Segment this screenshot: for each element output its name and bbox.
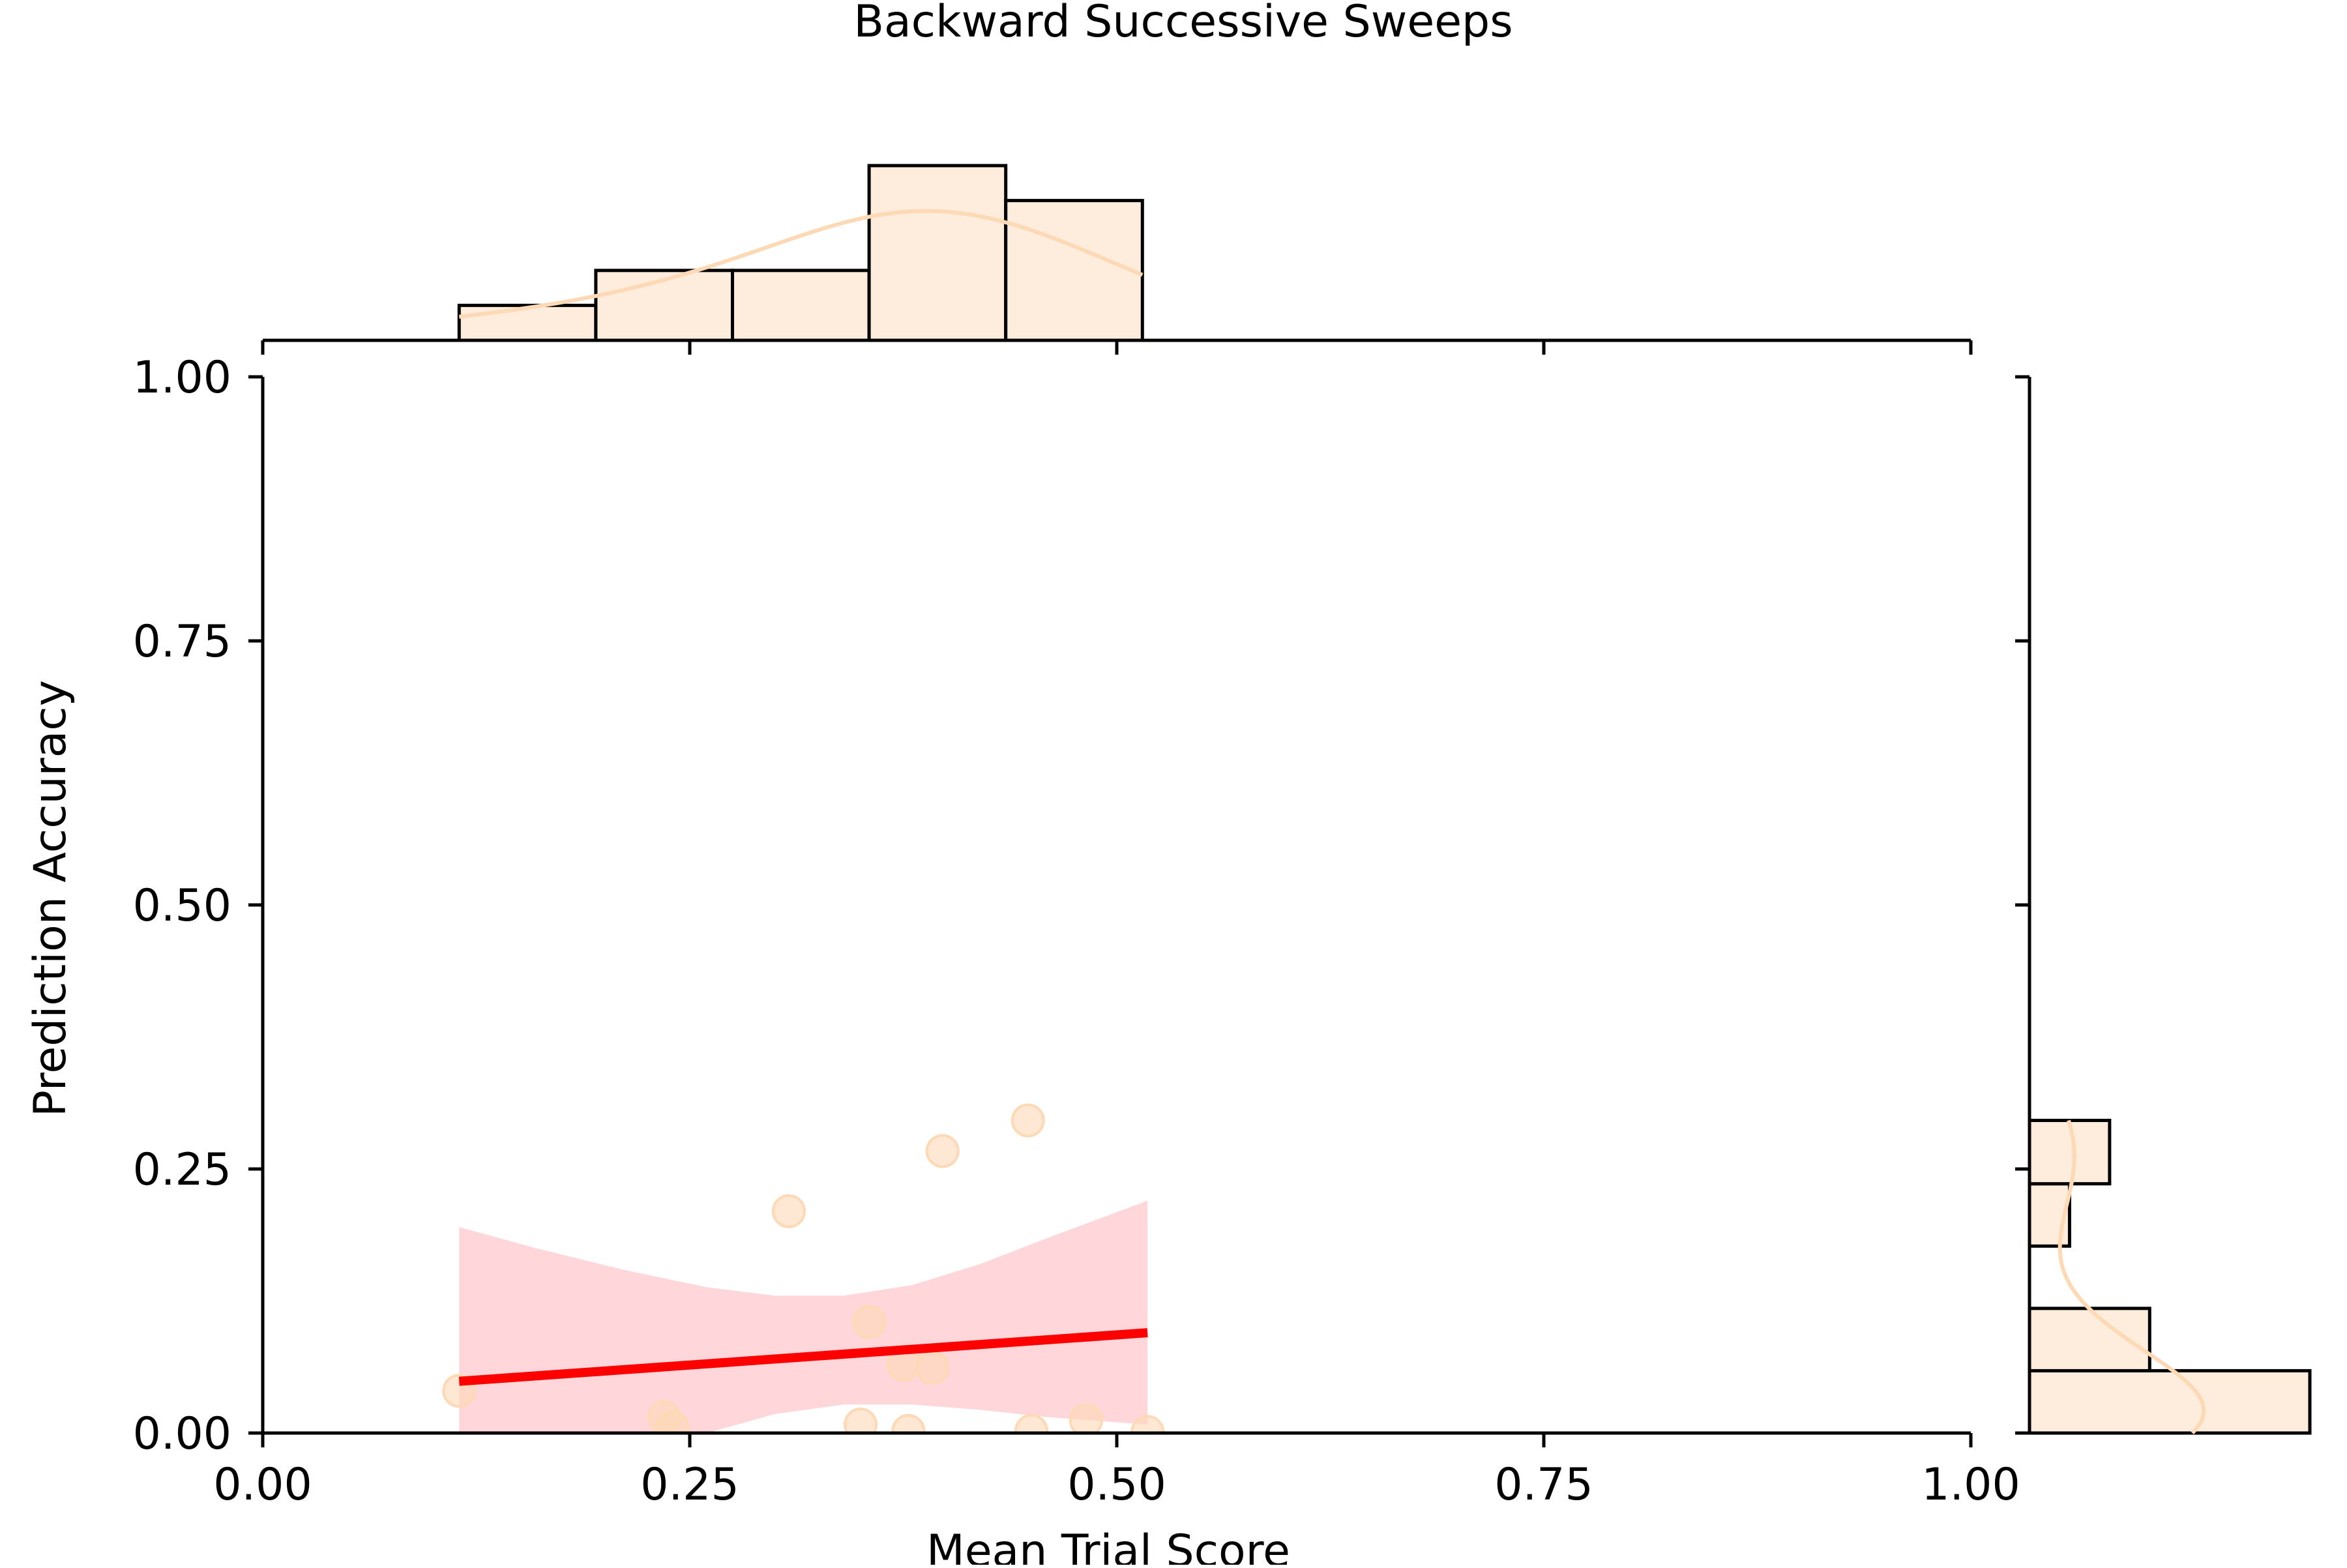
right-histogram-bar: [2028, 1307, 2151, 1372]
top-histogram-bar: [867, 164, 1008, 342]
top-histogram-bar: [731, 269, 871, 342]
regression-line: [458, 1328, 1148, 1386]
scatter-point: [771, 1194, 806, 1228]
scatter-point: [655, 1410, 690, 1433]
confidence-band-layer: [459, 1200, 1148, 1433]
scatter-point: [1011, 1103, 1045, 1138]
y-tick-label: 0.75: [133, 616, 231, 668]
scatter-point: [844, 1408, 878, 1433]
top-kde-curve: [458, 209, 1144, 319]
x-tick-label: 0.25: [640, 1459, 739, 1511]
right-marginal-histogram: [2015, 375, 2312, 1435]
top-marginal-histogram: [261, 164, 1973, 355]
scatter-point: [1014, 1413, 1048, 1433]
x-tick-label: 1.00: [1921, 1459, 2020, 1511]
scatter-point: [852, 1305, 887, 1339]
y-tick-label: 0.00: [133, 1408, 231, 1460]
scatter-point: [915, 1350, 950, 1385]
scatter-point: [925, 1134, 960, 1168]
top-histogram-bar: [1004, 199, 1144, 342]
y-tick-label: 0.50: [133, 880, 231, 932]
y-axis-label: Prediction Accuracy: [25, 680, 76, 1117]
top-histogram-bar: [594, 269, 735, 342]
y-tick-label: 1.00: [133, 352, 231, 404]
y-tick-label: 0.25: [133, 1144, 231, 1196]
main-axes: 0.00 0.25 0.50 0.75 1.00 0.00 0.25 0.50 0.75 1.00: [133, 352, 2020, 1511]
chart-title: Backward Successive Sweeps: [853, 0, 1513, 48]
top-histogram-bar: [457, 303, 598, 342]
right-kde-curve: [2058, 1119, 2206, 1435]
right-histogram-bar: [2028, 1368, 2312, 1435]
x-tick-label: 0.75: [1494, 1459, 1593, 1511]
confidence-band: [459, 1200, 1148, 1433]
scatter-point: [1069, 1403, 1103, 1433]
x-tick-label: 0.50: [1067, 1459, 1166, 1511]
x-tick-label: 0.00: [213, 1459, 312, 1511]
regression-layer: [458, 1328, 1148, 1386]
scatter-point: [891, 1413, 926, 1433]
x-axis-label: Mean Trial Score: [926, 1526, 1290, 1565]
